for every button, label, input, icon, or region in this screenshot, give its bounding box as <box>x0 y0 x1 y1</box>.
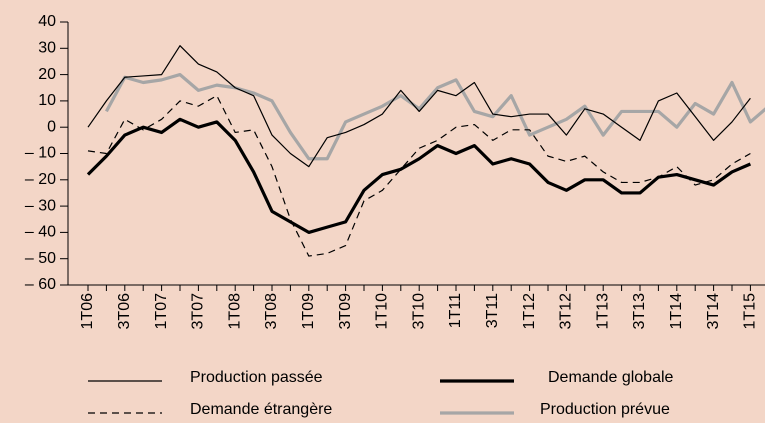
y-tick-label: – 30 <box>25 197 56 214</box>
x-tick-label: 3T07 <box>190 293 207 330</box>
legend-label: Production prévue <box>540 401 670 418</box>
x-tick-label: 1T13 <box>594 293 611 330</box>
y-tick-label: 30 <box>38 40 56 57</box>
x-tick-label: 3T12 <box>558 293 575 330</box>
y-tick-label: 0 <box>47 118 56 135</box>
x-tick-label: 3T14 <box>705 293 722 330</box>
x-tick-label: 1T11 <box>447 293 464 328</box>
x-tick-label: 3T11 <box>484 293 501 328</box>
y-tick-label: 40 <box>38 13 56 30</box>
legend-label: Demande étrangère <box>190 401 332 418</box>
y-tick-label: – 40 <box>25 224 56 241</box>
series-line <box>86 117 752 234</box>
x-tick-label: 1T10 <box>374 293 391 330</box>
series-line <box>87 45 751 168</box>
x-tick-label: 1T08 <box>226 293 243 330</box>
x-tick-label: 1T06 <box>79 293 96 330</box>
x-tick-label: 3T08 <box>263 293 280 330</box>
y-tick-label: – 60 <box>25 276 56 293</box>
y-tick-label: – 10 <box>25 145 56 162</box>
x-tick-label: 1T15 <box>742 293 759 330</box>
x-tick-label: 1T09 <box>300 293 317 330</box>
x-tick-label: 3T10 <box>410 293 427 330</box>
series-line <box>87 95 751 257</box>
series-line <box>104 73 765 161</box>
y-tick-label: 10 <box>38 92 56 109</box>
legend-label: Demande globale <box>548 369 674 386</box>
y-tick-label: – 50 <box>25 250 56 267</box>
x-tick-label: 1T12 <box>521 293 538 330</box>
x-tick-label: 1T14 <box>668 293 685 330</box>
y-tick-label: – 20 <box>25 171 56 188</box>
x-tick-label: 1T07 <box>153 293 170 330</box>
x-tick-label: 3T06 <box>116 293 133 330</box>
y-tick-label: 20 <box>38 66 56 83</box>
x-tick-label: 3T13 <box>631 293 648 330</box>
x-tick-label: 3T09 <box>337 293 354 330</box>
legend-label: Production passée <box>190 369 323 386</box>
